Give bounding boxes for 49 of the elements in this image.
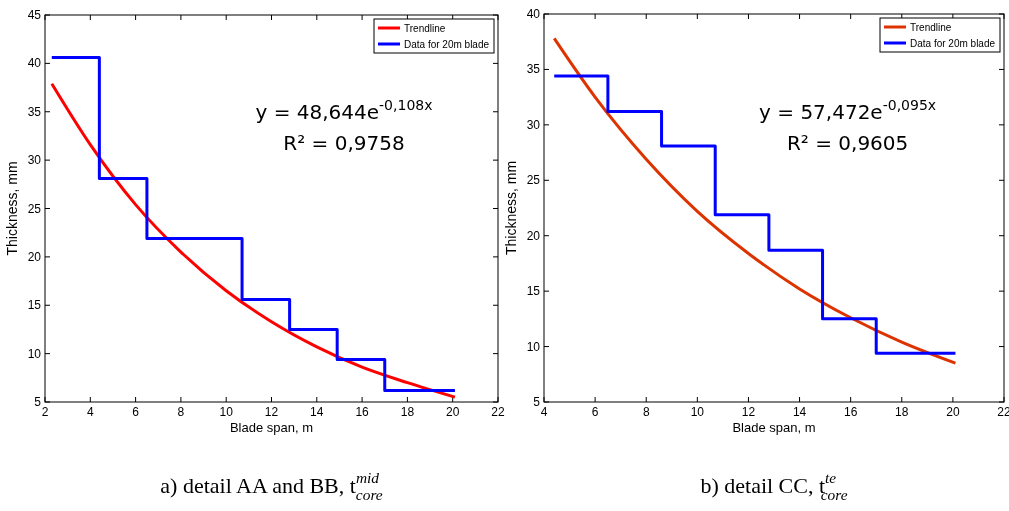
x-tick-label: 20 bbox=[946, 405, 960, 419]
y-tick-label: 25 bbox=[526, 173, 541, 188]
y-tick-label: 30 bbox=[526, 117, 541, 132]
y-tick-label: 35 bbox=[526, 62, 541, 77]
x-tick-label: 22 bbox=[491, 405, 505, 419]
y-tick-label: 20 bbox=[526, 228, 541, 243]
annotation: y = 48,644e$^{-0,108x}$ bbox=[255, 97, 433, 125]
y-tick-label: 15 bbox=[526, 284, 541, 299]
x-axis-title: Blade span, m bbox=[732, 420, 816, 435]
y-tick-label: 5 bbox=[533, 395, 541, 409]
x-tick-label: 16 bbox=[355, 405, 370, 419]
y-tick-label: 20 bbox=[27, 249, 42, 264]
y-tick-label: 35 bbox=[27, 104, 42, 119]
x-tick-label: 6 bbox=[132, 405, 140, 419]
x-axis-title: Blade span, m bbox=[229, 420, 314, 435]
x-tick-label: 8 bbox=[642, 405, 650, 419]
x-tick-label: 20 bbox=[446, 405, 460, 419]
annotation: R² = 0,9758 bbox=[283, 131, 405, 156]
annotation: R² = 0,9605 bbox=[786, 130, 909, 155]
x-tick-label: 8 bbox=[177, 405, 185, 419]
x-tick-label: 10 bbox=[219, 405, 234, 419]
x-tick-label: 18 bbox=[400, 405, 415, 419]
legend-label: Trendline bbox=[404, 23, 446, 34]
x-tick-label: 14 bbox=[792, 405, 807, 419]
y-axis-title: Thickness, mm bbox=[503, 160, 519, 256]
x-tick-label: 14 bbox=[310, 405, 324, 419]
annotation: y = 57,472e$^{-0,095x}$ bbox=[759, 96, 937, 124]
y-tick-label: 10 bbox=[526, 339, 541, 354]
x-tick-label: 6 bbox=[591, 405, 599, 419]
y-axis-title: Thickness, mm bbox=[4, 161, 20, 256]
x-tick-label: 12 bbox=[741, 405, 756, 419]
legend-label: Data for 20m blade bbox=[404, 39, 490, 50]
y-tick-label: 25 bbox=[27, 201, 42, 216]
y-tick-label: 15 bbox=[27, 298, 42, 313]
y-tick-label: 10 bbox=[27, 346, 42, 361]
x-tick-label: 10 bbox=[690, 405, 705, 419]
y-tick-label: 45 bbox=[27, 8, 42, 22]
x-tick-label: 18 bbox=[895, 405, 909, 419]
y-tick-label: 40 bbox=[27, 56, 42, 71]
legend-label: Data for 20m blade bbox=[910, 38, 996, 49]
x-tick-label: 4 bbox=[86, 405, 94, 419]
x-tick-label: 4 bbox=[540, 405, 548, 419]
legend-label: Trendline bbox=[910, 22, 952, 33]
y-tick-label: 40 bbox=[526, 7, 541, 21]
y-tick-label: 5 bbox=[34, 395, 42, 409]
y-tick-label: 30 bbox=[27, 153, 42, 168]
x-tick-label: 16 bbox=[843, 405, 858, 419]
x-tick-label: 12 bbox=[264, 405, 279, 419]
x-tick-label: 2 bbox=[41, 405, 49, 419]
